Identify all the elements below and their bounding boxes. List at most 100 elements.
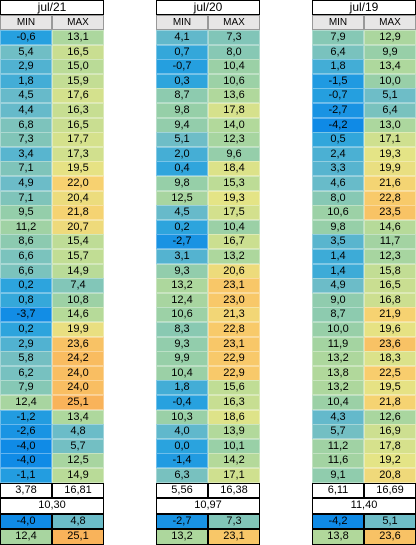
- temperature-cell: 16,8: [364, 292, 416, 308]
- temperature-cell: 1,4: [312, 263, 364, 279]
- temperature-cell: 21,3: [208, 307, 260, 323]
- temperature-cell: 15,0: [52, 59, 104, 75]
- column-header: MAX: [364, 15, 416, 30]
- temperature-cell: 14,6: [52, 307, 104, 323]
- column-header: MIN: [156, 15, 208, 30]
- temperature-cell: -0,6: [0, 30, 52, 46]
- temperature-cell: 17,6: [52, 88, 104, 104]
- temperature-cell: 13,2: [208, 249, 260, 265]
- temperature-cell: 6,6: [0, 263, 52, 279]
- temperature-cell: 17,5: [208, 205, 260, 221]
- temperature-cell: 4,9: [312, 278, 364, 294]
- temperature-cell: 8,7: [312, 307, 364, 323]
- temperature-cell: 5,7: [52, 438, 104, 454]
- column-header: MAX: [208, 15, 260, 30]
- temperature-cell: 4,0: [156, 424, 208, 440]
- temperature-cell: 0,5: [312, 132, 364, 148]
- temperature-cell: 22,9: [208, 351, 260, 367]
- lowest-cell: -4,0: [0, 513, 52, 530]
- temperature-cell: 1,8: [156, 380, 208, 396]
- temperature-cell: 4,5: [0, 88, 52, 104]
- temperature-cell: 4,4: [0, 103, 52, 119]
- temperature-cell: 8,0: [208, 44, 260, 60]
- highest-cell: 23,1: [208, 529, 260, 545]
- temperature-cell: 16,5: [52, 117, 104, 133]
- temperature-cell: 9,8: [156, 103, 208, 119]
- temperature-cell: 4,8: [52, 424, 104, 440]
- temperature-cell: 10,4: [208, 219, 260, 235]
- lowest-cell: 7,3: [208, 513, 260, 530]
- temperature-cell: 7,3: [208, 30, 260, 46]
- temperature-cell: 0,8: [0, 292, 52, 308]
- temperature-cell: 9,3: [156, 336, 208, 352]
- temperature-cell: -1,1: [0, 468, 52, 484]
- overall-average: 10,30: [0, 498, 104, 514]
- temperature-cell: 19,9: [364, 161, 416, 177]
- temperature-cell: 15,6: [208, 380, 260, 396]
- temperature-cell: 17,3: [52, 146, 104, 162]
- temperature-cell: 3,3: [312, 161, 364, 177]
- temperature-cell: -0,7: [156, 59, 208, 75]
- temperature-cell: 11,2: [0, 219, 52, 235]
- temperature-cell: 15,4: [52, 234, 104, 250]
- temperature-cell: 10,6: [208, 73, 260, 89]
- temperature-cell: 10,0: [364, 73, 416, 89]
- temperature-cell: 24,0: [52, 365, 104, 381]
- temperature-cell: 8,7: [156, 88, 208, 104]
- temperature-cell: 16,9: [364, 424, 416, 440]
- temperature-cell: 13,8: [312, 365, 364, 381]
- average-cell: 6,11: [312, 482, 364, 499]
- temperature-cell: 6,4: [364, 103, 416, 119]
- temperature-cell: 20,4: [52, 190, 104, 206]
- temperature-cell: 6,8: [0, 117, 52, 133]
- temperature-cell: 2,4: [312, 146, 364, 162]
- temperature-cell: 10,6: [156, 307, 208, 323]
- temperature-cell: -1,4: [156, 453, 208, 469]
- temperature-cell: 20,7: [52, 219, 104, 235]
- temperature-cell: 4,9: [0, 176, 52, 192]
- temperature-cell: 14,6: [364, 219, 416, 235]
- temperature-cell: 9,6: [208, 146, 260, 162]
- temperature-cell: 9,8: [312, 219, 364, 235]
- temperature-cell: 23,6: [52, 336, 104, 352]
- temperature-cell: 10,3: [156, 409, 208, 425]
- temperature-cell: 7,1: [0, 161, 52, 177]
- month-title: jul/20: [156, 0, 260, 15]
- temperature-cell: 0,0: [156, 438, 208, 454]
- month-title: jul/19: [312, 0, 416, 15]
- temperature-cell: 13,4: [364, 59, 416, 75]
- highest-cell: 12,4: [0, 529, 52, 545]
- temperature-cell: 24,2: [52, 351, 104, 367]
- temperature-cell: 19,3: [364, 146, 416, 162]
- temperature-cell: 9,8: [156, 176, 208, 192]
- column-header: MIN: [312, 15, 364, 30]
- temperature-cell: 13,1: [52, 30, 104, 46]
- lowest-cell: -2,7: [156, 513, 208, 530]
- temperature-cell: 4,3: [312, 409, 364, 425]
- temperature-cell: 11,9: [312, 336, 364, 352]
- temperature-cell: 23,0: [208, 292, 260, 308]
- temperature-cell: 4,5: [156, 205, 208, 221]
- overall-average: 10,97: [156, 498, 260, 514]
- temperature-cell: 20,8: [364, 468, 416, 484]
- temperature-cell: 22,9: [208, 365, 260, 381]
- temperature-cell: 4,1: [156, 30, 208, 46]
- temperature-cell: -4,0: [0, 453, 52, 469]
- temperature-cell: 18,6: [208, 409, 260, 425]
- temperature-cell: 0,2: [0, 278, 52, 294]
- temperature-cell: 14,9: [52, 468, 104, 484]
- temperature-cell: 6,3: [156, 468, 208, 484]
- temperature-cell: 7,4: [52, 278, 104, 294]
- temperature-cell: 9,9: [364, 44, 416, 60]
- highest-cell: 13,2: [156, 529, 208, 545]
- temperature-cell: 7,9: [312, 30, 364, 46]
- temperature-cell: 1,8: [312, 59, 364, 75]
- temperature-cell: 23,1: [208, 278, 260, 294]
- temperature-cell: 17,8: [364, 438, 416, 454]
- temperature-cell: 3,4: [0, 146, 52, 162]
- temperature-cell: -0,4: [156, 395, 208, 411]
- temperature-cell: 6,2: [0, 365, 52, 381]
- temperature-cell: 21,6: [364, 176, 416, 192]
- average-cell: 5,56: [156, 482, 208, 499]
